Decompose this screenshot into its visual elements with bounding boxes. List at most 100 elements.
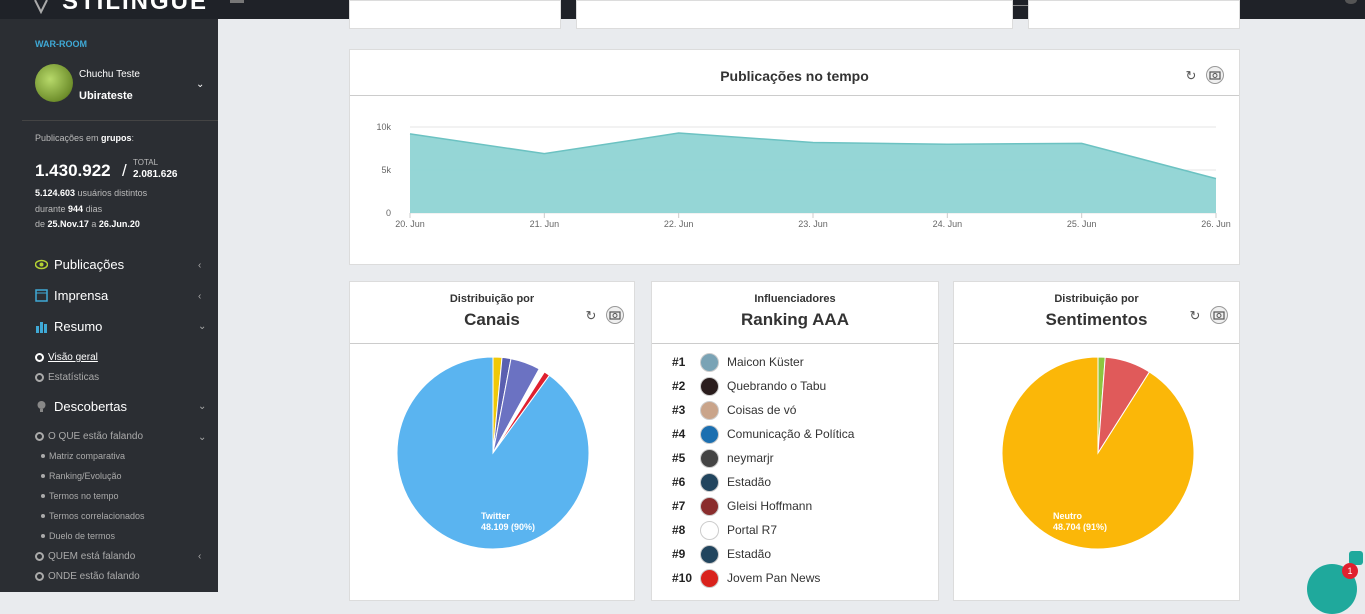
nav-label: Ranking/Evolução [49, 471, 122, 481]
avatar [700, 376, 719, 396]
influencer-name[interactable]: Comunicação & Política [727, 427, 855, 441]
influencer-name[interactable]: Jovem Pan News [727, 571, 821, 585]
influencer-name[interactable]: Maicon Küster [727, 355, 804, 369]
nav-item-resumo[interactable]: Resumo [35, 319, 102, 334]
pie-label-value: 48.109 (90%) [481, 522, 535, 532]
bullet-icon [41, 474, 45, 478]
nav-item-termos-correlacionados[interactable]: Termos correlacionados [41, 511, 145, 521]
influencer-name[interactable]: Gleisi Hoffmann [727, 499, 813, 513]
chevron-down-icon[interactable]: ⌄ [198, 432, 207, 443]
camera-icon[interactable] [1206, 66, 1224, 84]
nav-item-descobertas[interactable]: Descobertas [35, 399, 127, 414]
timeline-chart: 0 5k 10k 20. Jun 21. Jun 22. Jun 23. Jun 24. Ju… [376, 122, 1230, 229]
ranking-row[interactable]: #9 Estadão [672, 544, 771, 564]
nav-label: ONDE estão falando [48, 571, 140, 582]
camera-icon[interactable] [1210, 306, 1228, 324]
users-line: 5.124.603 usuários distintos [35, 188, 147, 198]
bullet-icon [41, 494, 45, 498]
influencer-name[interactable]: Estadão [727, 475, 772, 489]
influencer-name[interactable]: Portal R7 [727, 523, 778, 537]
chat-icon[interactable] [1349, 551, 1363, 565]
ranking-row[interactable]: #5 neymarjr [672, 448, 774, 468]
ranking-row[interactable]: #8 Portal R7 [672, 520, 777, 540]
x-tick-label: 23. Jun [798, 219, 828, 229]
pie-label-name: Neutro [1053, 511, 1083, 521]
avatar [700, 520, 719, 540]
chevron-left-icon[interactable]: ‹ [198, 260, 202, 271]
nav-item-oque[interactable]: O QUE estão falando [35, 431, 143, 442]
nav-label: Resumo [54, 319, 103, 334]
ranking-row[interactable]: #1 Maicon Küster [672, 352, 804, 372]
during-text: durante [35, 204, 69, 214]
chevron-left-icon[interactable]: ‹ [198, 551, 202, 562]
pie-slice[interactable] [396, 356, 590, 550]
app-logo[interactable]: STILINGUE [62, 0, 209, 15]
refresh-icon[interactable]: ↻ [1185, 68, 1197, 83]
nav-item-publicacoes[interactable]: Publicações [34, 257, 124, 272]
nav-label: Estatísticas [48, 372, 100, 383]
nav-label: Duelo de termos [49, 531, 116, 541]
nav-item-visao-geral[interactable]: Visão geral [35, 352, 98, 363]
nav-item-ranking[interactable]: Ranking/Evolução [41, 471, 122, 481]
radio-icon [35, 373, 44, 382]
x-tick-label: 24. Jun [933, 219, 963, 229]
divider [22, 120, 218, 121]
avatar[interactable] [35, 64, 73, 102]
pie-label-value: 48.704 (91%) [1053, 522, 1107, 532]
rank-number: #8 [672, 523, 686, 537]
ranking-row[interactable]: #3 Coisas de vó [672, 400, 796, 420]
ranking-row[interactable]: #4 Comunicação & Política [672, 424, 854, 444]
influencer-name[interactable]: Coisas de vó [727, 403, 797, 417]
bullet-icon [41, 454, 45, 458]
ranking-row[interactable]: #10 Jovem Pan News [672, 568, 820, 588]
nav-item-matriz[interactable]: Matriz comparativa [41, 451, 125, 461]
y-tick-label: 10k [376, 122, 391, 132]
series-line [409, 132, 1217, 180]
count-separator: / [122, 161, 127, 180]
nav-label: Termos correlacionados [49, 511, 145, 521]
chevron-down-icon[interactable]: ⌄ [196, 79, 205, 90]
sentimentos-card: Distribuição por Sentimentos ↻ Neutro 48.… [953, 281, 1240, 601]
influencer-name[interactable]: Quebrando o Tabu [727, 379, 827, 393]
rank-number: #1 [672, 355, 686, 369]
bullet-icon [41, 534, 45, 538]
nav-label: O QUE estão falando [48, 431, 144, 442]
radio-icon [35, 552, 44, 561]
card-header: Distribuição por Canais ↻ [350, 282, 634, 344]
eye-icon [34, 258, 49, 271]
chevron-down-icon[interactable]: ⌄ [198, 401, 207, 412]
ranking-row[interactable]: #2 Quebrando o Tabu [672, 376, 826, 396]
date-from: 25.Nov.17 [47, 219, 89, 229]
logo-icon [34, 0, 48, 14]
ranking-row[interactable]: #6 Estadão [672, 472, 771, 492]
refresh-icon[interactable]: ↻ [1189, 308, 1201, 323]
x-tick-label: 25. Jun [1067, 219, 1097, 229]
nav-item-estatisticas[interactable]: Estatísticas [35, 372, 99, 383]
date-range-line: de 25.Nov.17 a 26.Jun.20 [35, 219, 140, 229]
area-series[interactable] [410, 133, 1216, 213]
refresh-icon[interactable]: ↻ [585, 308, 597, 323]
rank-number: #7 [672, 499, 686, 513]
nav-item-duelo[interactable]: Duelo de termos [41, 531, 115, 541]
nav-label: QUEM está falando [48, 551, 136, 562]
nav-item-onde[interactable]: ONDE estão falando [35, 571, 140, 582]
rank-number: #6 [672, 475, 686, 489]
total-label: TOTAL [133, 158, 159, 167]
user-avatar[interactable] [1345, 0, 1357, 4]
camera-icon[interactable] [606, 306, 624, 324]
nav-item-quem[interactable]: QUEM está falando [35, 551, 135, 562]
nav-label: Matriz comparativa [49, 451, 126, 461]
influencer-name[interactable]: Estadão [727, 547, 772, 561]
pie-slice[interactable] [1001, 356, 1195, 550]
ranking-row[interactable]: #7 Gleisi Hoffmann [672, 496, 812, 516]
chevron-down-icon[interactable]: ⌄ [198, 321, 207, 332]
users-text: usuários distintos [75, 188, 148, 198]
nav-item-termos-tempo[interactable]: Termos no tempo [41, 491, 119, 501]
card-title: Ranking AAA [741, 310, 849, 329]
influencer-name[interactable]: neymarjr [727, 451, 774, 465]
nav-item-imprensa[interactable]: Imprensa [35, 288, 108, 303]
chevron-left-icon[interactable]: ‹ [198, 291, 202, 302]
menu-toggle-icon[interactable] [230, 0, 244, 3]
team-name[interactable]: Ubirateste [79, 90, 133, 102]
